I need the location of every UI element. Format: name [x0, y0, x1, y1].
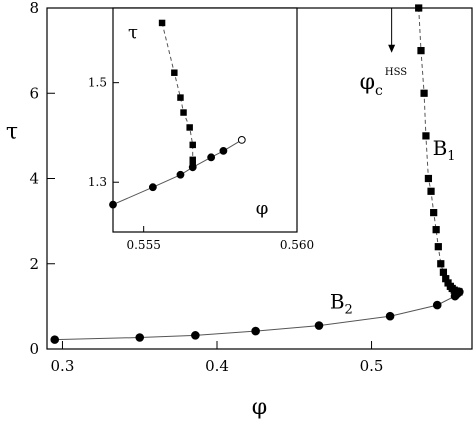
main-x-tick-label: 0.4: [205, 357, 229, 375]
inset-point-b1: [180, 109, 187, 116]
inset-x-ticks: 0.555 0.560: [126, 226, 314, 252]
main-y-tick-label: 4: [29, 170, 39, 188]
inset-point-b2: [109, 200, 117, 209]
main-point-b1: [427, 187, 435, 195]
main-y-tick-label: 2: [29, 255, 39, 273]
main-point-b1: [430, 208, 438, 217]
inset-point-b2: [207, 153, 216, 162]
inset-x-tick-label: 0.560: [280, 238, 314, 252]
main-point-b1: [420, 89, 428, 97]
b2-label-subscript: 2: [345, 303, 353, 318]
main-point-b1: [442, 275, 450, 283]
inset-point-b2: [219, 146, 228, 155]
inset-series-line-b1: [161, 22, 194, 165]
inset-point-b1: [189, 156, 196, 164]
main-point-b1: [432, 226, 440, 234]
inset-plot: 0.555 0.560 1.3 1.5 φ τ: [88, 7, 314, 252]
main-point-b2: [432, 300, 442, 310]
main-point-b2: [385, 311, 395, 321]
main-series-points: [50, 4, 464, 344]
inset-y-ticks: 1.3 1.5: [88, 76, 119, 189]
b1-label-letter: B: [433, 136, 448, 160]
phi-c-hss-annotation: φcHSS: [360, 8, 408, 99]
main-point-b1: [424, 174, 433, 183]
inset-y-axis-label: τ: [128, 22, 138, 43]
inset-series-points: [109, 19, 246, 209]
phi-c-arrowhead: [388, 44, 396, 53]
b2-series-label: B2: [330, 290, 353, 318]
main-point-b1: [455, 288, 463, 296]
b2-label-letter: B: [330, 290, 345, 314]
inset-point-b1: [189, 141, 196, 149]
main-x-ticks: 0.3 0.4 0.5: [51, 341, 384, 375]
main-point-b2: [191, 331, 200, 340]
main-y-tick-label: 6: [29, 84, 39, 102]
phi-c-symbol: φ: [360, 70, 375, 95]
inset-point-b1: [158, 19, 166, 27]
main-point-b1: [417, 47, 425, 55]
inset-x-tick-label: 0.555: [126, 238, 160, 252]
b1-label-subscript: 1: [447, 149, 455, 164]
phi-c-superscript: HSS: [385, 67, 407, 78]
main-y-tick-label: 8: [29, 0, 39, 17]
main-x-tick-label: 0.3: [51, 357, 75, 375]
main-point-b2: [135, 333, 145, 342]
main-y-axis-label: τ: [6, 120, 18, 145]
inset-point-b2: [176, 170, 185, 179]
main-point-b2: [314, 321, 324, 330]
main-point-b2: [251, 326, 260, 336]
inset-plot-frame: [112, 7, 298, 233]
inset-x-axis-label: φ: [256, 198, 269, 219]
main-point-b1: [415, 4, 423, 12]
main-point-b1: [437, 260, 445, 268]
inset-point-b1: [171, 69, 178, 76]
inset-point-b1: [186, 124, 193, 131]
inset-point-b2: [237, 136, 246, 144]
main-x-tick-label: 0.5: [360, 357, 384, 375]
inset-background: [113, 8, 297, 232]
main-point-b1: [434, 243, 442, 251]
main-point-b2: [50, 335, 60, 344]
phi-c-label: φcHSS: [360, 67, 408, 99]
b1-series-label: B1: [433, 136, 456, 164]
main-point-b1: [439, 268, 448, 276]
phi-c-subscript: c: [375, 83, 383, 99]
inset-point-b1: [177, 94, 184, 101]
main-y-tick-label: 0: [29, 340, 39, 358]
inset-point-b2: [148, 183, 157, 192]
inset-y-tick-label: 1.3: [88, 175, 107, 189]
inset-point-b1: [189, 161, 196, 169]
inset-y-tick-label: 1.5: [88, 76, 107, 90]
main-y-ticks: 0 2 4 6 8: [29, 0, 55, 358]
main-point-b1: [422, 132, 430, 140]
main-x-axis-label: φ: [252, 395, 267, 420]
